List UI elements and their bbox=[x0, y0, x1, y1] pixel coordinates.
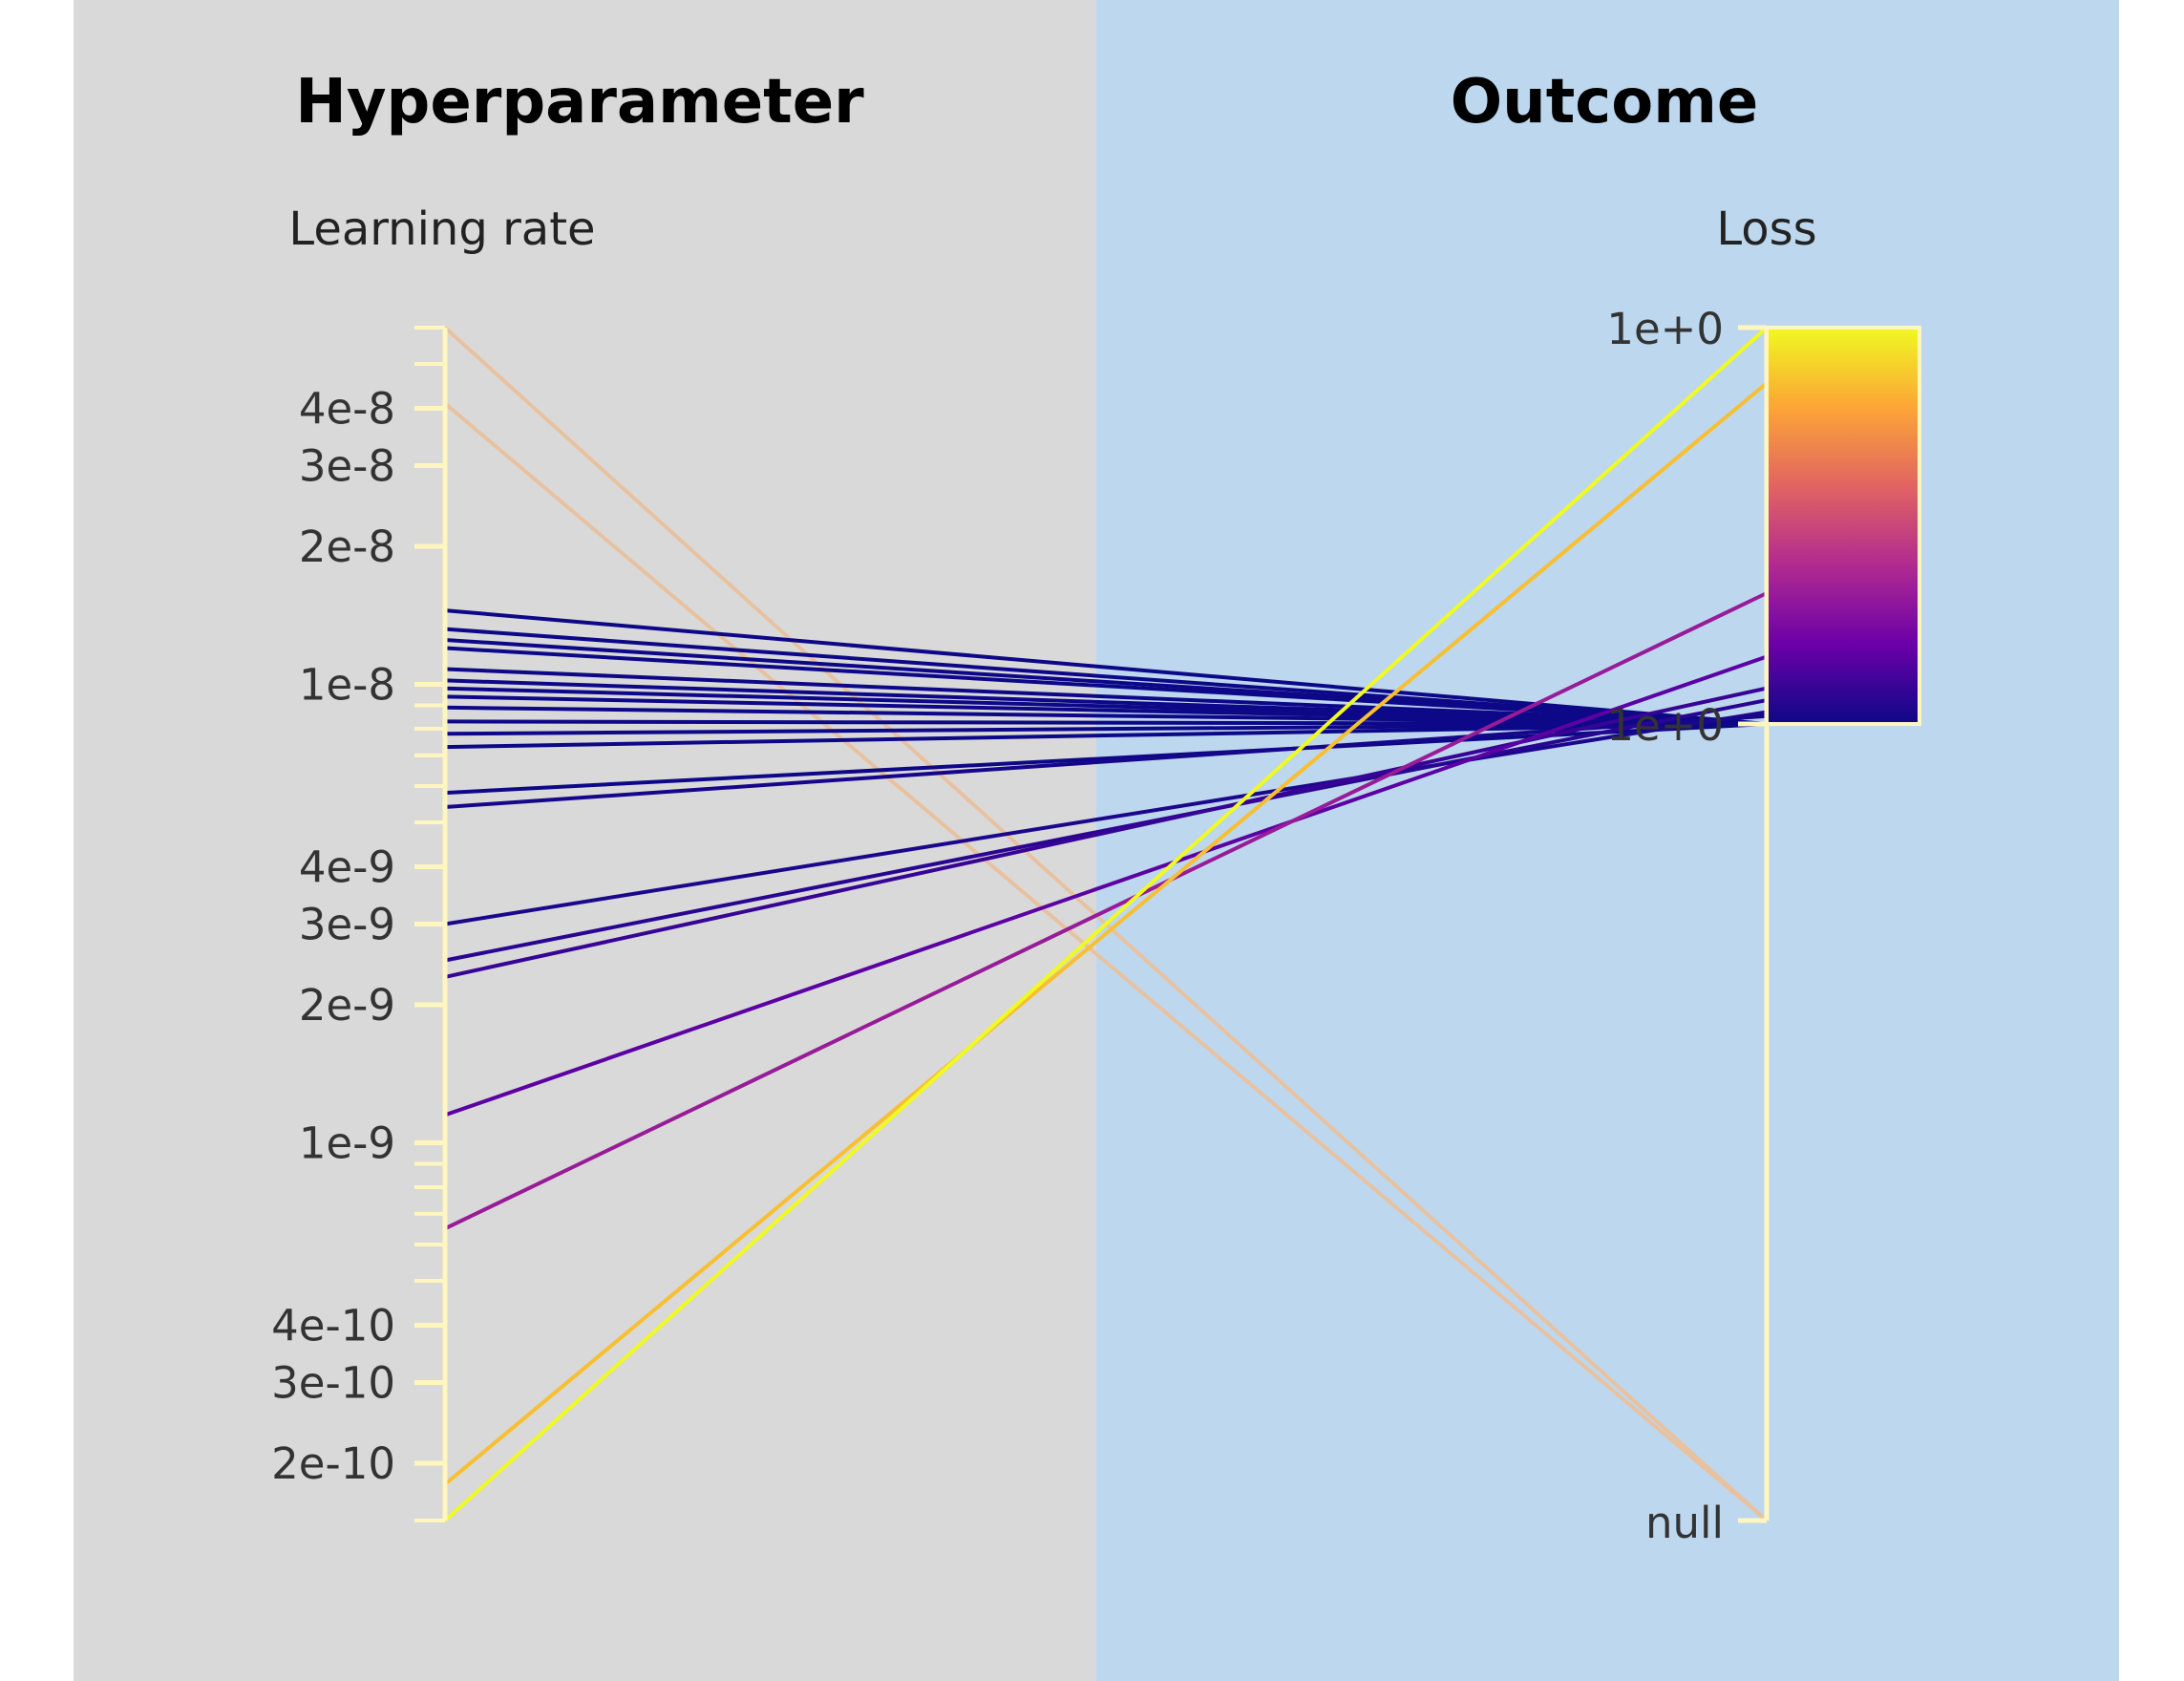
data-line bbox=[444, 686, 1768, 979]
data-line bbox=[443, 381, 1769, 1486]
data-line bbox=[443, 326, 1769, 1522]
learning-rate-tick-label: 3e-9 bbox=[299, 900, 395, 950]
learning-rate-tick-label: 3e-10 bbox=[271, 1358, 395, 1409]
learning-rate-tick-label: 1e-9 bbox=[299, 1118, 395, 1169]
learning-rate-tick-label: 4e-8 bbox=[299, 384, 395, 435]
data-line bbox=[444, 654, 1768, 1117]
loss-colorbar bbox=[1765, 326, 1921, 726]
data-line bbox=[444, 719, 1768, 726]
outcome-title: Outcome bbox=[1451, 67, 1759, 138]
data-line bbox=[444, 722, 1768, 736]
data-line bbox=[444, 646, 1768, 726]
learning-rate-tick-label: 2e-9 bbox=[299, 980, 395, 1031]
loss-axis: 1e+0 1e+0 null bbox=[1606, 304, 1921, 1548]
data-line bbox=[444, 710, 1768, 926]
loss-tick-label-null: null bbox=[1645, 1498, 1724, 1548]
learning-rate-tick-label: 4e-9 bbox=[299, 842, 395, 893]
data-line bbox=[444, 705, 1768, 726]
loss-axis-title: Loss bbox=[1716, 202, 1816, 256]
data-line bbox=[444, 722, 1768, 750]
loss-tick-label-bottom: 1e+0 bbox=[1606, 700, 1724, 751]
data-line bbox=[444, 591, 1768, 1231]
data-line bbox=[444, 698, 1768, 963]
learning-rate-tick-label: 2e-8 bbox=[299, 521, 395, 572]
data-lines bbox=[443, 326, 1769, 1522]
data-line bbox=[443, 401, 1769, 1522]
learning-rate-axis-title: Learning rate bbox=[288, 202, 595, 256]
learning-rate-tick-label: 2e-10 bbox=[271, 1438, 395, 1489]
learning-rate-tick-label: 1e-8 bbox=[299, 660, 395, 711]
loss-tick-label-top: 1e+0 bbox=[1606, 304, 1724, 354]
learning-rate-axis: 4e-8 3e-8 2e-8 1e-8 4e-9 3e-9 2e-9 1e-9 4e-10 3e-… bbox=[271, 326, 448, 1522]
outcome-panel bbox=[1096, 0, 2119, 1681]
data-line bbox=[444, 608, 1768, 726]
hyperparameter-title: Hyperparameter bbox=[295, 67, 864, 138]
learning-rate-tick-label: 4e-10 bbox=[271, 1301, 395, 1351]
hyperparameter-panel bbox=[74, 0, 1096, 1681]
learning-rate-tick-label: 3e-8 bbox=[299, 441, 395, 492]
